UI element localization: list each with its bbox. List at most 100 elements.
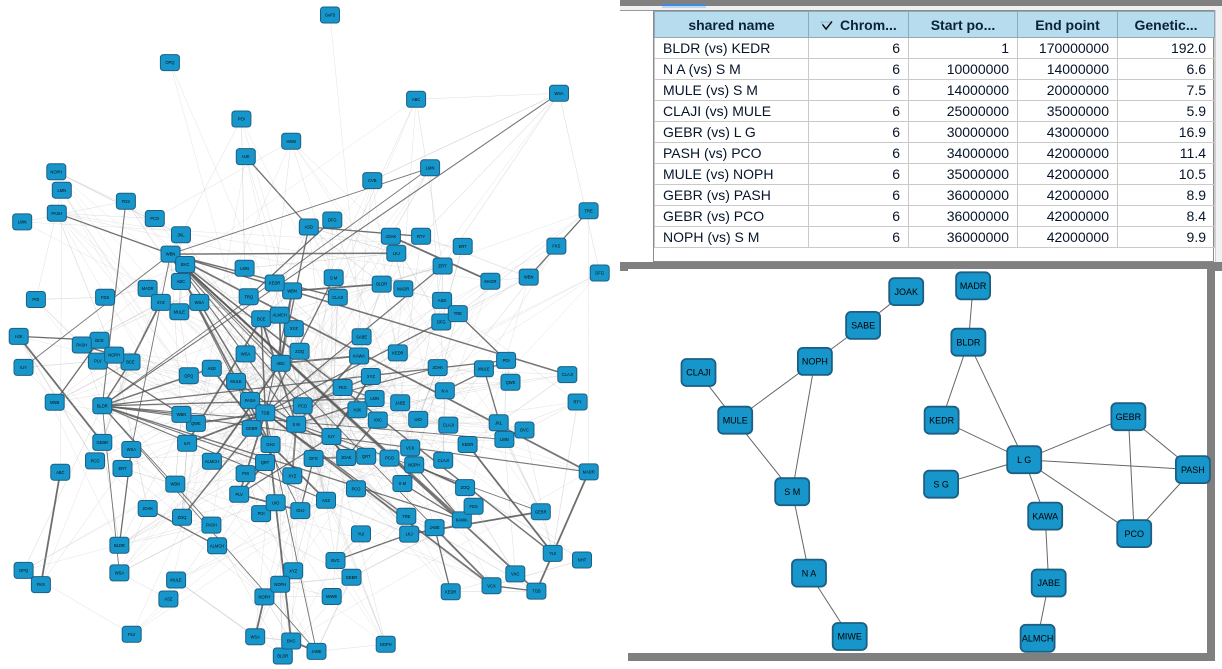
svg-text:WBN: WBN: [287, 289, 297, 294]
svg-text:WSA: WSA: [127, 447, 137, 452]
svg-text:OPQ: OPQ: [19, 568, 28, 573]
svg-text:CLAJI: CLAJI: [686, 368, 711, 378]
svg-text:ALMCH: ALMCH: [1022, 634, 1054, 644]
svg-text:ZOQ: ZOQ: [178, 515, 187, 520]
svg-text:MULE: MULE: [170, 578, 182, 583]
svg-text:KAWA: KAWA: [353, 354, 365, 359]
svg-text:NHT: NHT: [578, 558, 587, 563]
svg-text:IUY: IUY: [328, 434, 335, 439]
svg-text:GEBR: GEBR: [246, 426, 258, 431]
svg-text:BVC: BVC: [331, 558, 339, 563]
svg-text:MULE: MULE: [230, 379, 242, 384]
svg-text:OPQ: OPQ: [165, 60, 174, 65]
svg-text:WSA: WSA: [195, 300, 205, 305]
svg-text:LMN: LMN: [18, 220, 27, 225]
svg-text:PCO: PCO: [150, 216, 159, 221]
svg-text:PASH: PASH: [76, 343, 87, 348]
svg-text:JOAK: JOAK: [894, 287, 918, 297]
svg-text:POI: POI: [258, 511, 265, 516]
svg-text:PCO: PCO: [298, 403, 307, 408]
svg-text:ALMCH: ALMCH: [273, 313, 287, 318]
svg-text:FKS: FKS: [37, 582, 45, 587]
svg-text:QRT: QRT: [362, 454, 371, 459]
svg-text:VCX: VCX: [487, 583, 496, 588]
svg-text:NOPH: NOPH: [108, 353, 120, 358]
svg-text:FDS: FDS: [470, 504, 478, 509]
svg-text:BLDR: BLDR: [376, 282, 387, 287]
svg-text:MIWE: MIWE: [837, 632, 862, 642]
svg-text:NOPH: NOPH: [408, 463, 420, 468]
svg-text:ERT: ERT: [118, 466, 127, 471]
svg-text:POI: POI: [32, 297, 39, 302]
svg-text:S G: S G: [933, 479, 949, 489]
svg-text:MULE: MULE: [174, 309, 186, 314]
svg-text:PASH: PASH: [206, 523, 217, 528]
svg-text:ASD: ASD: [305, 225, 313, 230]
svg-text:KEDR: KEDR: [392, 351, 403, 356]
svg-text:XYZ: XYZ: [367, 374, 375, 379]
svg-text:ZOQ: ZOQ: [461, 485, 470, 490]
svg-text:KAWA: KAWA: [456, 518, 468, 523]
svg-text:NOPH: NOPH: [802, 357, 828, 367]
svg-text:MADR: MADR: [960, 281, 987, 291]
svg-text:S M: S M: [399, 481, 407, 486]
svg-text:MADR: MADR: [397, 286, 409, 291]
svg-text:WBN: WBN: [177, 412, 187, 417]
svg-text:GEBR: GEBR: [346, 575, 358, 580]
svg-text:JABE: JABE: [429, 525, 440, 530]
svg-text:PASH: PASH: [1181, 465, 1205, 475]
svg-text:OPQ: OPQ: [184, 373, 193, 378]
svg-text:PCO: PCO: [1124, 529, 1144, 539]
svg-text:S M: S M: [784, 487, 800, 497]
svg-text:PCO: PCO: [385, 456, 394, 461]
svg-text:GEBR: GEBR: [1116, 412, 1142, 422]
svg-text:KEDR: KEDR: [445, 589, 456, 594]
svg-text:JABE: JABE: [395, 400, 406, 405]
svg-text:LMN: LMN: [57, 188, 66, 193]
svg-text:POI: POI: [238, 117, 245, 122]
svg-text:DFG: DFG: [595, 271, 604, 276]
svg-text:MNB: MNB: [50, 400, 59, 405]
svg-text:FKS: FKS: [339, 385, 347, 390]
svg-text:HJK: HJK: [354, 407, 362, 412]
svg-text:KEDR: KEDR: [269, 281, 280, 286]
svg-text:YUI: YUI: [358, 532, 365, 537]
svg-text:PLV: PLV: [235, 492, 243, 497]
svg-text:NOPH: NOPH: [274, 582, 286, 587]
svg-text:TRE: TRE: [402, 514, 410, 519]
svg-text:TRQ: TRQ: [244, 294, 253, 299]
svg-text:ALMCH: ALMCH: [210, 543, 224, 548]
svg-text:CLAJI: CLAJI: [438, 458, 449, 463]
svg-text:ASZ: ASZ: [164, 597, 172, 602]
svg-text:LMN: LMN: [240, 266, 249, 271]
svg-text:ASZ: ASZ: [322, 498, 330, 503]
svg-text:FKS: FKS: [552, 244, 560, 249]
svg-text:L G: L G: [1017, 455, 1031, 465]
svg-text:PASH: PASH: [51, 211, 62, 216]
svg-text:NOPH: NOPH: [380, 642, 392, 647]
svg-text:SABE: SABE: [356, 334, 367, 339]
svg-text:BLDR: BLDR: [956, 337, 981, 347]
svg-text:IUY: IUY: [20, 365, 27, 370]
svg-text:CVB: CVB: [368, 178, 377, 183]
svg-text:ZOQ: ZOQ: [295, 349, 304, 354]
svg-text:HJK: HJK: [242, 154, 250, 159]
svg-text:POI: POI: [503, 358, 510, 363]
svg-text:JKL: JKL: [495, 420, 503, 425]
svg-text:WSA: WSA: [251, 634, 261, 639]
svg-text:KAWA: KAWA: [1032, 511, 1058, 521]
svg-text:ABC: ABC: [412, 97, 420, 102]
svg-text:CLAJI: CLAJI: [562, 372, 573, 377]
svg-text:FDS: FDS: [101, 295, 109, 300]
svg-text:UIO: UIO: [415, 417, 422, 422]
svg-text:DFG: DFG: [328, 218, 337, 223]
svg-text:PLV: PLV: [128, 632, 136, 637]
svg-text:BCE: BCE: [257, 316, 266, 321]
svg-text:WSA: WSA: [241, 352, 251, 357]
svg-text:WBN: WBN: [171, 482, 181, 487]
svg-text:GEBR: GEBR: [96, 440, 108, 445]
svg-text:CLAJI: CLAJI: [332, 295, 343, 300]
svg-text:ABC: ABC: [177, 279, 185, 284]
svg-text:MULE: MULE: [723, 415, 748, 425]
svg-text:BVC: BVC: [287, 639, 295, 644]
